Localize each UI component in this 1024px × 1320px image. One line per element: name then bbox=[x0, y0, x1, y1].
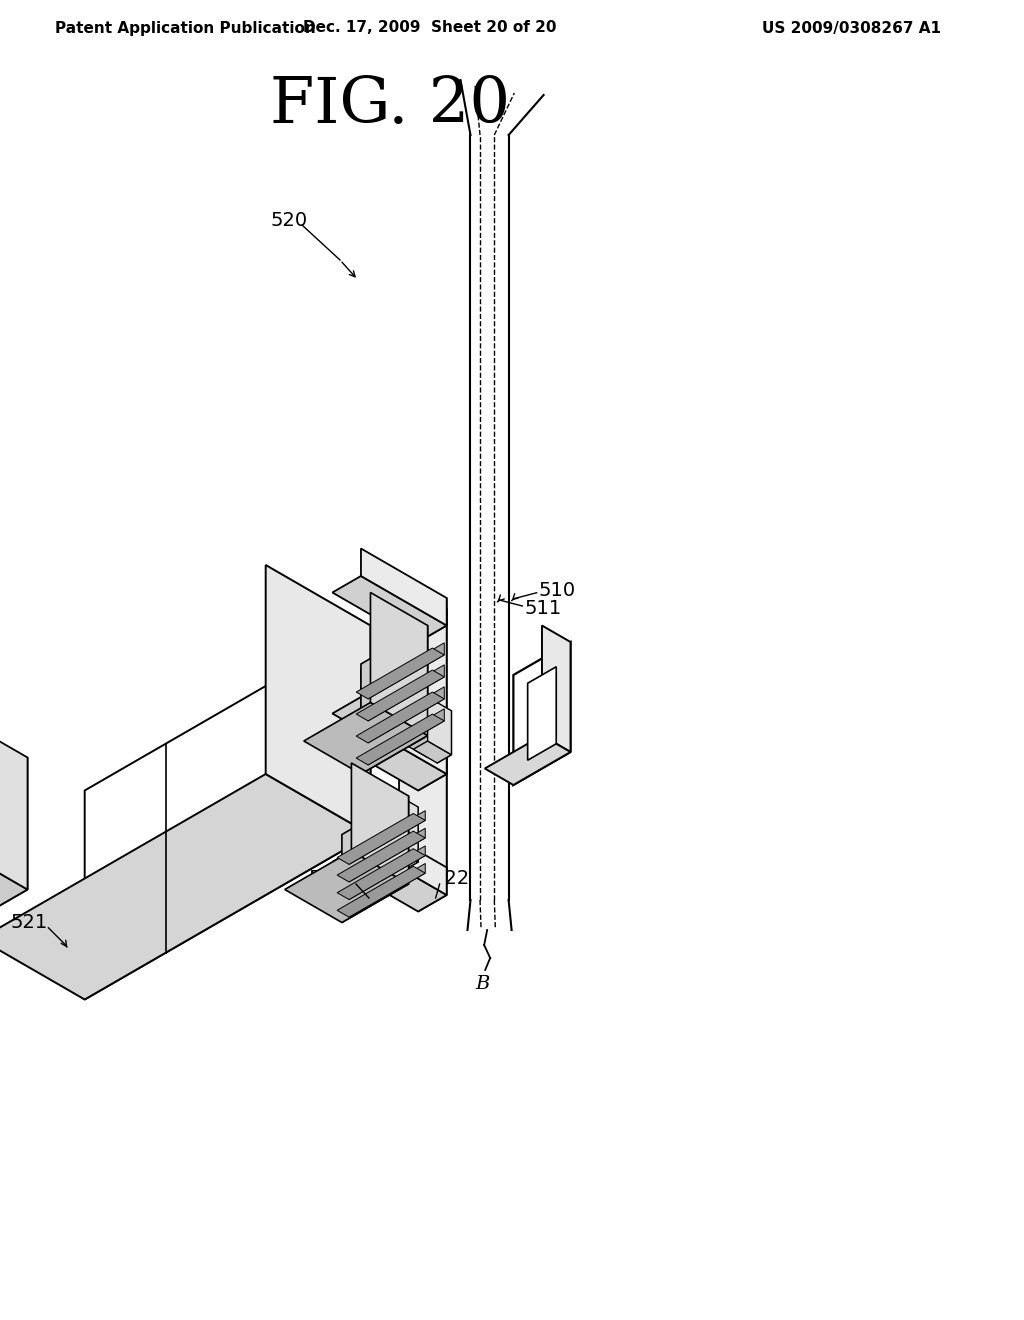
Text: 522: 522 bbox=[432, 869, 470, 887]
Polygon shape bbox=[360, 549, 446, 626]
Text: B: B bbox=[475, 975, 489, 993]
Polygon shape bbox=[333, 725, 446, 791]
Polygon shape bbox=[0, 851, 28, 939]
Polygon shape bbox=[337, 813, 425, 865]
Polygon shape bbox=[368, 665, 444, 721]
Polygon shape bbox=[409, 735, 446, 758]
Text: Dec. 17, 2009  Sheet 20 of 20: Dec. 17, 2009 Sheet 20 of 20 bbox=[303, 21, 557, 36]
Text: US 2009/0308267 A1: US 2009/0308267 A1 bbox=[762, 21, 941, 36]
Polygon shape bbox=[371, 851, 446, 895]
Polygon shape bbox=[337, 832, 425, 882]
Polygon shape bbox=[371, 702, 446, 747]
Text: FIG. 20: FIG. 20 bbox=[270, 74, 510, 136]
Polygon shape bbox=[418, 719, 446, 763]
Text: 520: 520 bbox=[270, 210, 307, 230]
Polygon shape bbox=[360, 669, 446, 747]
Polygon shape bbox=[0, 719, 28, 890]
Polygon shape bbox=[418, 609, 446, 747]
Polygon shape bbox=[342, 796, 409, 923]
Polygon shape bbox=[513, 642, 570, 785]
Polygon shape bbox=[356, 692, 444, 743]
Polygon shape bbox=[428, 697, 452, 755]
Polygon shape bbox=[360, 697, 446, 774]
Polygon shape bbox=[285, 851, 409, 923]
Polygon shape bbox=[360, 626, 428, 774]
Polygon shape bbox=[349, 810, 425, 865]
Polygon shape bbox=[333, 576, 446, 642]
Polygon shape bbox=[333, 697, 446, 763]
Polygon shape bbox=[527, 667, 556, 760]
Polygon shape bbox=[418, 758, 446, 895]
Polygon shape bbox=[351, 763, 409, 884]
Polygon shape bbox=[356, 648, 444, 698]
Polygon shape bbox=[349, 863, 425, 917]
Polygon shape bbox=[85, 626, 371, 999]
Polygon shape bbox=[333, 846, 446, 912]
Polygon shape bbox=[368, 686, 444, 743]
Polygon shape bbox=[542, 626, 570, 752]
Polygon shape bbox=[304, 702, 428, 774]
Polygon shape bbox=[399, 582, 446, 730]
Text: 510: 510 bbox=[539, 581, 575, 601]
Polygon shape bbox=[337, 866, 425, 917]
Polygon shape bbox=[428, 725, 446, 758]
Polygon shape bbox=[484, 735, 570, 785]
Text: 523: 523 bbox=[308, 869, 346, 887]
Text: Patent Application Publication: Patent Application Publication bbox=[55, 21, 315, 36]
Polygon shape bbox=[414, 741, 452, 763]
Polygon shape bbox=[375, 849, 418, 873]
Polygon shape bbox=[349, 828, 425, 882]
Polygon shape bbox=[356, 671, 444, 721]
Polygon shape bbox=[437, 710, 452, 763]
Polygon shape bbox=[0, 774, 371, 999]
Polygon shape bbox=[371, 593, 428, 735]
Polygon shape bbox=[428, 714, 446, 747]
Text: 521: 521 bbox=[10, 913, 48, 932]
Polygon shape bbox=[0, 758, 28, 939]
Polygon shape bbox=[394, 793, 418, 862]
Polygon shape bbox=[349, 846, 425, 899]
Polygon shape bbox=[368, 643, 444, 698]
Polygon shape bbox=[360, 818, 446, 895]
Text: 511: 511 bbox=[524, 598, 561, 618]
Polygon shape bbox=[399, 807, 418, 873]
Polygon shape bbox=[418, 598, 446, 642]
Polygon shape bbox=[337, 849, 425, 899]
Polygon shape bbox=[368, 709, 444, 764]
Polygon shape bbox=[265, 565, 371, 834]
Polygon shape bbox=[399, 730, 446, 879]
Polygon shape bbox=[418, 747, 446, 791]
Polygon shape bbox=[356, 714, 444, 764]
Polygon shape bbox=[418, 867, 446, 912]
